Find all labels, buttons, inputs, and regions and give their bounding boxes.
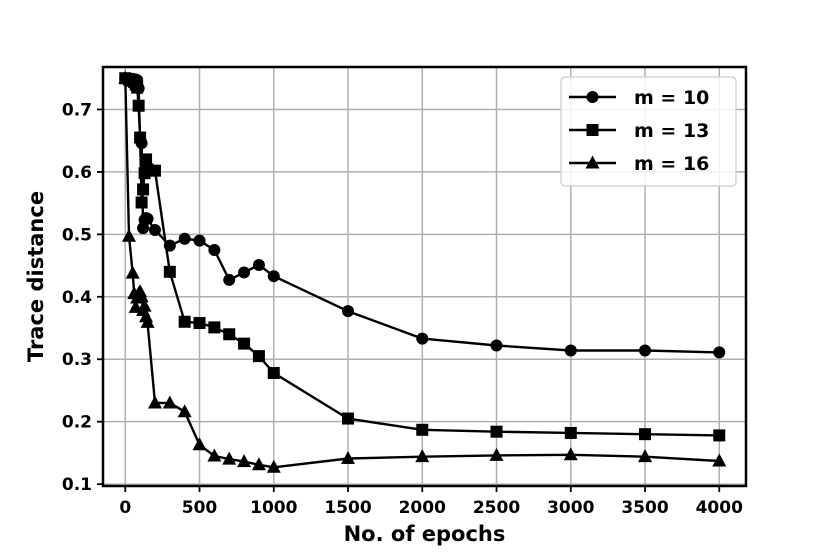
data-point bbox=[342, 305, 355, 318]
data-point bbox=[416, 332, 429, 345]
data-point bbox=[563, 447, 578, 461]
x-tick-label: 2500 bbox=[473, 498, 520, 518]
y-tick-label: 0.5 bbox=[62, 225, 92, 245]
x-tick-label: 3500 bbox=[621, 498, 668, 518]
data-point bbox=[125, 265, 140, 279]
series-2 bbox=[119, 72, 726, 442]
data-point bbox=[137, 183, 150, 196]
legend-marker bbox=[585, 155, 600, 169]
x-tick-label: 3000 bbox=[547, 498, 594, 518]
data-point bbox=[178, 315, 191, 328]
data-point bbox=[713, 346, 726, 359]
x-tick-label: 500 bbox=[182, 498, 218, 518]
data-point bbox=[222, 451, 237, 465]
data-point bbox=[713, 429, 726, 442]
legend-label: m = 13 bbox=[634, 120, 709, 142]
data-point bbox=[416, 423, 429, 436]
data-point bbox=[489, 447, 504, 461]
y-tick-label: 0.3 bbox=[62, 350, 92, 370]
data-point bbox=[238, 266, 251, 279]
data-point bbox=[162, 395, 177, 409]
data-point bbox=[415, 449, 430, 463]
data-point bbox=[134, 289, 149, 303]
data-point bbox=[140, 314, 155, 328]
x-tick-label: 4000 bbox=[696, 498, 743, 518]
legend: m = 10 m = 13 m = 16 bbox=[560, 76, 737, 187]
data-point bbox=[223, 328, 236, 341]
data-point bbox=[638, 449, 653, 463]
legend-marker bbox=[586, 91, 599, 103]
data-point bbox=[238, 337, 251, 350]
x-tick-label: 2000 bbox=[399, 498, 446, 518]
data-point bbox=[342, 412, 355, 425]
x-tick-label: 0 bbox=[119, 498, 131, 518]
y-axis-label: Trace distance bbox=[24, 191, 48, 362]
data-point bbox=[134, 131, 147, 144]
data-point bbox=[639, 428, 652, 441]
data-point bbox=[135, 196, 148, 209]
axis-ticks: 0 500 1000 1500 2000 2500 3000 3500 4000 0.1 0.2 0.… bbox=[62, 100, 743, 518]
data-point bbox=[132, 99, 145, 112]
grid-lines bbox=[103, 67, 746, 486]
data-point bbox=[192, 437, 207, 451]
data-point bbox=[564, 426, 577, 439]
data-point bbox=[266, 459, 281, 473]
legend-label: m = 10 bbox=[634, 87, 709, 109]
x-tick-label: 1000 bbox=[250, 498, 297, 518]
y-tick-label: 0.6 bbox=[62, 163, 92, 183]
data-point bbox=[208, 321, 221, 334]
data-point bbox=[148, 164, 161, 177]
plot-series bbox=[118, 70, 727, 473]
data-point bbox=[252, 258, 265, 271]
data-point bbox=[137, 298, 152, 312]
data-point bbox=[193, 234, 206, 247]
series-3 bbox=[118, 70, 727, 473]
data-point bbox=[177, 404, 192, 418]
data-point bbox=[208, 243, 221, 256]
y-tick-label: 0.2 bbox=[62, 413, 92, 433]
data-point bbox=[267, 366, 280, 379]
data-point bbox=[223, 273, 236, 286]
data-point bbox=[148, 223, 161, 236]
data-point bbox=[118, 70, 133, 84]
data-point bbox=[267, 270, 280, 283]
data-point bbox=[121, 228, 136, 242]
x-axis-label: No. of epochs bbox=[344, 522, 506, 546]
data-point bbox=[193, 317, 206, 330]
legend-label: m = 16 bbox=[634, 153, 709, 175]
data-point bbox=[207, 448, 222, 462]
legend-marker bbox=[586, 124, 599, 136]
data-point bbox=[140, 153, 153, 166]
y-tick-label: 0.7 bbox=[62, 100, 92, 120]
data-point bbox=[251, 457, 266, 471]
data-point bbox=[490, 339, 503, 352]
legend-box bbox=[560, 76, 737, 187]
data-point bbox=[163, 265, 176, 278]
data-point bbox=[147, 395, 162, 409]
data-point bbox=[712, 453, 727, 467]
data-point bbox=[341, 451, 356, 465]
data-point bbox=[141, 212, 154, 225]
data-point bbox=[237, 454, 252, 468]
data-point bbox=[178, 232, 191, 245]
data-point bbox=[564, 344, 577, 357]
x-tick-label: 1500 bbox=[324, 498, 371, 518]
data-point bbox=[252, 350, 265, 363]
data-point bbox=[490, 425, 503, 438]
y-tick-label: 0.4 bbox=[62, 288, 92, 308]
plot-frame bbox=[101, 65, 748, 488]
data-point bbox=[639, 344, 652, 357]
y-tick-label: 0.1 bbox=[62, 475, 92, 495]
data-point bbox=[131, 81, 144, 94]
